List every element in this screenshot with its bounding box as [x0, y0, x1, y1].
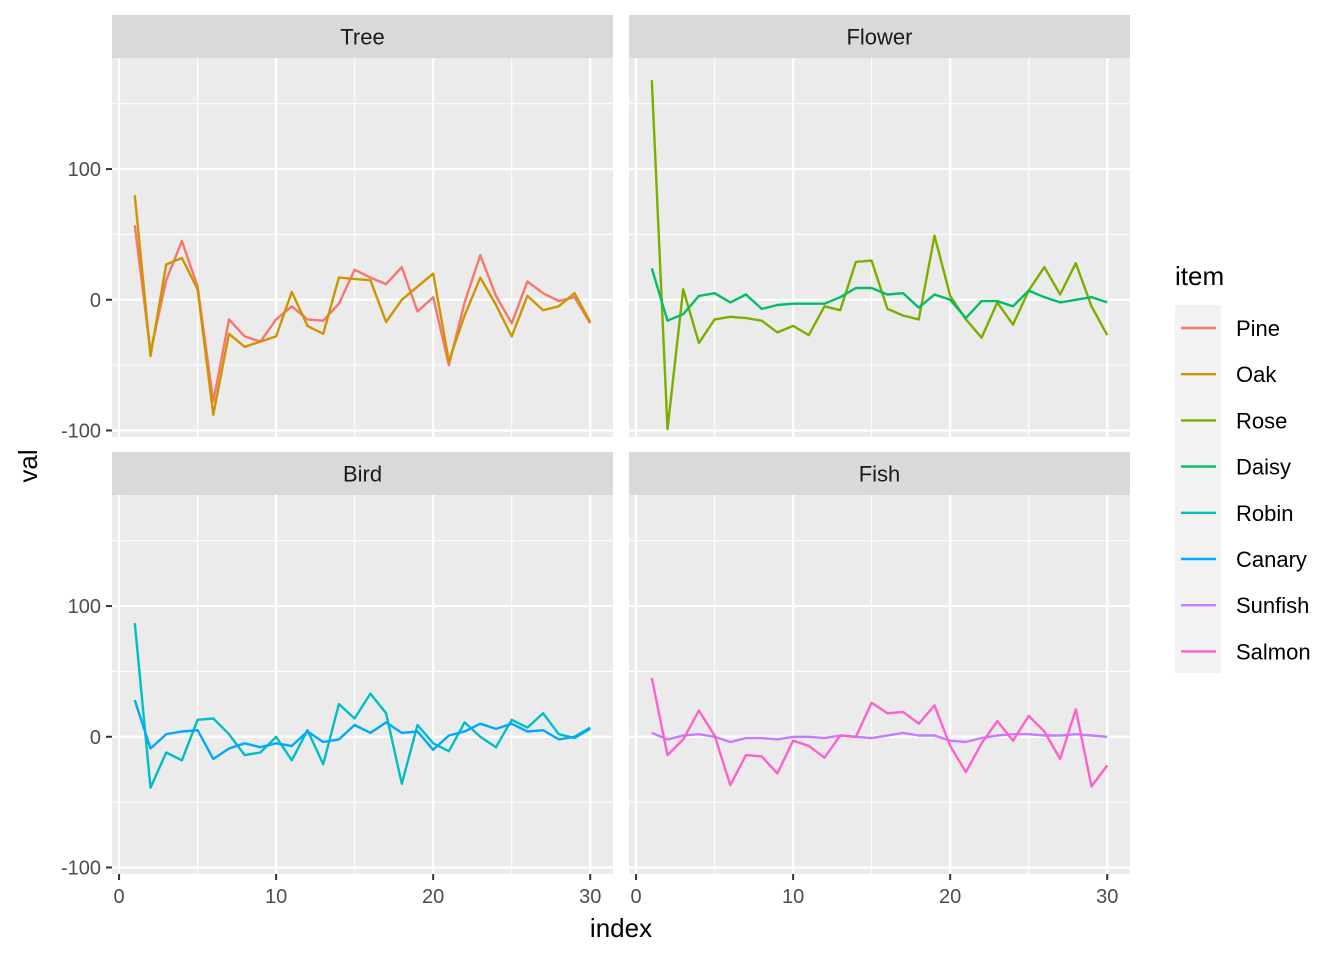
x-tick-label: 0 [631, 886, 642, 908]
x-tick-label: 10 [265, 886, 287, 908]
y-axis-title: val [13, 449, 43, 482]
x-tick-label: 30 [1096, 886, 1118, 908]
facet-strip [629, 452, 1130, 495]
legend-item-canary: Canary [1181, 547, 1307, 572]
legend-item-daisy: Daisy [1181, 455, 1291, 480]
series-line-canary [133, 699, 591, 761]
legend-item-pine: Pine [1181, 316, 1280, 341]
legend-title: item [1175, 261, 1224, 291]
legend-label: Daisy [1236, 455, 1291, 480]
x-tick-label: 30 [579, 886, 601, 908]
facet-panel-tree: Tree -100 0 100 [61, 15, 613, 442]
facet-strip [112, 452, 613, 495]
legend-label: Sunfish [1236, 593, 1309, 618]
facet-panel-flower: Flower [629, 15, 1130, 437]
legend-item-rose: Rose [1181, 408, 1287, 433]
legend-label: Oak [1236, 362, 1277, 387]
facet-panel-fish: Fish 0 10 20 30 [629, 452, 1130, 908]
legend-item-robin: Robin [1181, 501, 1293, 526]
series-line-sunfish [651, 731, 1108, 744]
legend-label: Salmon [1236, 639, 1311, 664]
x-tick-label: 20 [422, 886, 444, 908]
y-tick-label: 100 [68, 159, 101, 181]
facet-strip [112, 15, 613, 58]
panel-background [629, 495, 1130, 874]
legend-item-salmon: Salmon [1181, 639, 1311, 664]
facet-panel-bird: Bird -100 0 100 0 10 20 30 [61, 452, 613, 908]
panel-background [112, 495, 613, 874]
x-tick-label: 0 [114, 886, 125, 908]
facet-strip-label: Bird [343, 462, 382, 487]
legend-label: Canary [1236, 547, 1307, 572]
legend-label: Rose [1236, 408, 1287, 433]
facet-strip-label: Tree [340, 25, 384, 50]
legend-item-sunfish: Sunfish [1181, 593, 1309, 618]
series-line-pine [133, 225, 592, 403]
legend: item Pine Oak Rose Daisy Robin Canary Sunfish S… [1175, 261, 1311, 673]
y-tick-label: -100 [61, 857, 101, 879]
legend-item-oak: Oak [1181, 362, 1277, 387]
panel-background [112, 58, 613, 437]
series-line-salmon [650, 677, 1109, 788]
facet-strip-label: Fish [859, 462, 901, 487]
y-tick-label: 0 [90, 290, 101, 312]
legend-background [1175, 305, 1221, 673]
series-line-oak [133, 195, 592, 416]
legend-label: Robin [1236, 501, 1293, 526]
y-tick-label: 0 [90, 727, 101, 749]
y-tick-label: -100 [61, 420, 101, 442]
y-tick-label: 100 [68, 596, 101, 618]
facet-strip [629, 15, 1130, 58]
facet-strip-label: Flower [846, 25, 912, 50]
x-tick-label: 20 [939, 886, 961, 908]
panel-background [629, 58, 1130, 437]
legend-label: Pine [1236, 316, 1280, 341]
series-line-robin [133, 622, 591, 789]
series-line-rose [650, 80, 1109, 431]
series-line-daisy [650, 268, 1108, 322]
x-tick-label: 10 [782, 886, 804, 908]
x-axis-title: index [590, 913, 652, 943]
